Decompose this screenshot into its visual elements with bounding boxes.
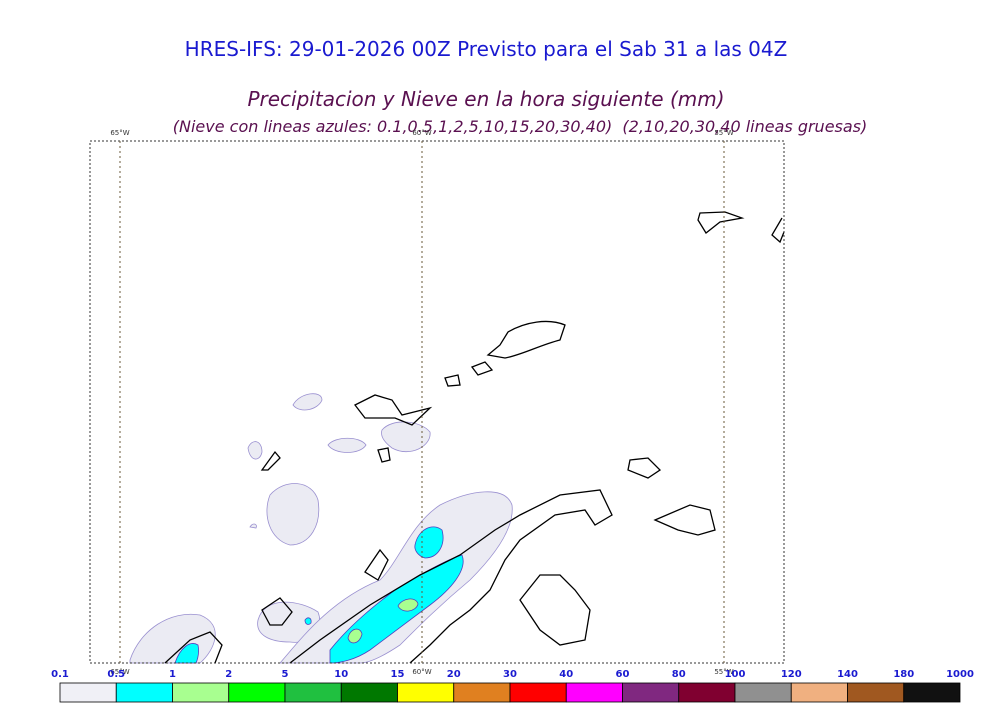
colorbar-label: 180 <box>893 669 914 680</box>
color-box <box>903 682 961 703</box>
map <box>89 140 785 664</box>
colorbar-label: 40 <box>559 669 573 680</box>
colorbar-label: 80 <box>672 669 686 680</box>
colorbar-label: 15 <box>391 669 405 680</box>
colorbar-label: 30 <box>503 669 517 680</box>
colorbar-label: 20 <box>447 669 461 680</box>
meridian-label: 55°W <box>714 668 733 676</box>
color-box <box>622 682 680 703</box>
colorbar-label: 100 <box>725 669 746 680</box>
color-box <box>284 682 342 703</box>
color-box <box>453 682 511 703</box>
subtitle: Precipitacion y Nieve en la hora siguien… <box>247 87 724 111</box>
colorbar-label: 140 <box>837 669 858 680</box>
color-box <box>397 682 455 703</box>
color-box <box>678 682 736 703</box>
meridian-label: 60°W <box>412 668 431 676</box>
color-box <box>847 682 905 703</box>
colorbar-label: 120 <box>781 669 802 680</box>
color-box <box>340 682 398 703</box>
meridian-label: 60°W <box>412 129 431 137</box>
color-box <box>59 682 117 703</box>
color-box <box>565 682 623 703</box>
colorbar-label: 0.1 <box>51 669 69 680</box>
color-box <box>115 682 173 703</box>
meridian-labels: 65°W 65°W 60°W 60°W 55°W 55°W <box>110 129 733 676</box>
colorbar-label: 1 <box>169 669 176 680</box>
color-box <box>790 682 848 703</box>
color-box <box>228 682 286 703</box>
colorbar-label: 60 <box>616 669 630 680</box>
title: HRES-IFS: 29-01-2026 00Z Previsto para e… <box>185 37 788 61</box>
meridian-label: 65°W <box>110 668 129 676</box>
color-box <box>172 682 230 703</box>
color-box <box>734 682 792 703</box>
colorbar-label: 0.5 <box>107 669 125 680</box>
color-box <box>509 682 567 703</box>
colorbar: 0.1 0.5 1 2 5 10 15 20 30 40 60 80 100 120 140 180 1000 <box>51 669 974 703</box>
meridian-label: 65°W <box>110 129 129 137</box>
colorbar-label: 5 <box>282 669 289 680</box>
colorbar-label: 1000 <box>946 669 974 680</box>
note: (Nieve con lineas azules: 0.1,0.5,1,2,5,… <box>173 117 868 136</box>
colorbar-label: 2 <box>225 669 232 680</box>
colorbar-label: 10 <box>334 669 348 680</box>
meridian-label: 55°W <box>714 129 733 137</box>
